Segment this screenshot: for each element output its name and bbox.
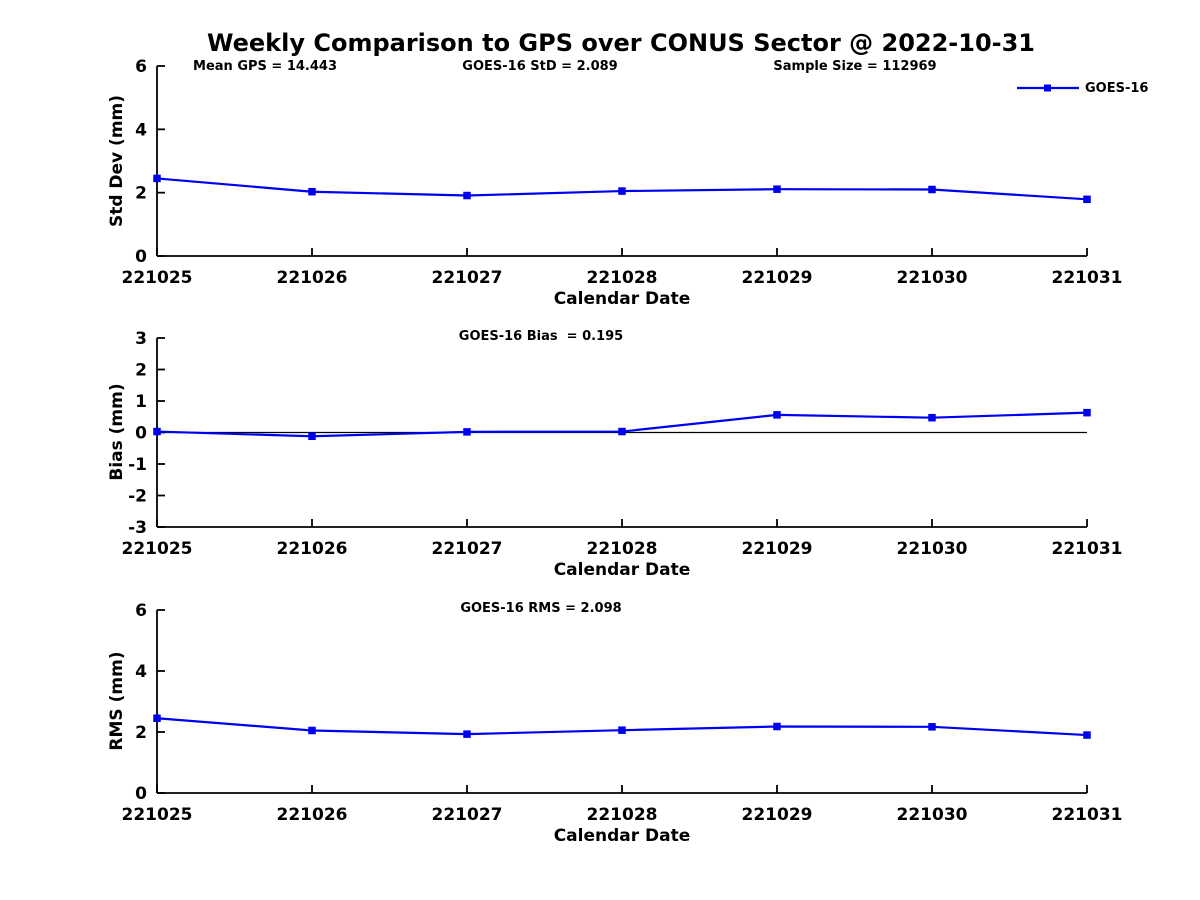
- subplot-rms: 0 2 4 6 221025 221026 221027 221028 221029 221030…: [122, 601, 1123, 825]
- x-tick-label: 221029: [742, 268, 813, 288]
- y-tick-label: 0: [135, 247, 147, 267]
- x-tick-label: 221029: [742, 805, 813, 825]
- data-point-marker: [153, 427, 161, 436]
- y-tick-label: 2: [135, 723, 147, 743]
- x-tick-label: 221026: [277, 268, 348, 288]
- x-tick-label: 221025: [122, 805, 193, 825]
- annotation-bias: GOES-16 Bias = 0.195: [458, 329, 624, 344]
- x-tick-label: 221031: [1052, 268, 1123, 288]
- data-point-marker: [308, 187, 316, 196]
- data-point-marker: [1083, 195, 1091, 204]
- y-tick-label: 2: [135, 184, 147, 204]
- data-point-marker: [153, 714, 161, 723]
- annotation-rms: GOES-16 RMS = 2.098: [460, 601, 622, 616]
- data-point-marker: [928, 413, 936, 422]
- x-tick-label: 221026: [277, 805, 348, 825]
- y-tick-label: 2: [135, 361, 147, 381]
- x-tick-label: 221025: [122, 268, 193, 288]
- data-point-marker: [618, 187, 626, 195]
- data-point-marker: [463, 428, 471, 436]
- y-tick-label: 6: [135, 601, 147, 621]
- data-point-marker: [928, 723, 936, 731]
- legend-line-marker-icon: [1017, 84, 1079, 92]
- xlabel-rms: Calendar Date: [553, 826, 691, 846]
- y-tick-label: -1: [128, 455, 147, 475]
- data-point-marker: [153, 174, 161, 183]
- x-tick-label: 221026: [277, 539, 348, 559]
- data-point-marker: [1083, 731, 1091, 739]
- x-tick-label: 221030: [897, 539, 968, 559]
- y-tick-label: -3: [128, 518, 147, 538]
- x-tick-label: 221031: [1052, 539, 1123, 559]
- data-point-marker: [463, 191, 471, 200]
- x-tick-label: 221031: [1052, 805, 1123, 825]
- y-tick-label: 4: [135, 120, 147, 140]
- y-tick-label: 0: [135, 424, 147, 444]
- ylabel-std-dev: Std Dev (mm): [107, 94, 127, 228]
- data-point-marker: [308, 726, 316, 735]
- x-tick-label: 221030: [897, 268, 968, 288]
- ylabel-bias: Bias (mm): [107, 383, 127, 481]
- x-tick-label: 221025: [122, 539, 193, 559]
- x-tick-label: 221028: [587, 805, 658, 825]
- stat-goes16-std: GOES-16 StD = 2.089: [462, 59, 618, 74]
- stat-mean-gps: Mean GPS = 14.443: [193, 59, 337, 74]
- y-tick-label: -2: [128, 487, 147, 507]
- ylabel-rms: RMS (mm): [107, 651, 127, 751]
- xlabel-bias: Calendar Date: [553, 560, 691, 580]
- data-point-marker: [618, 726, 626, 734]
- data-point-marker: [928, 185, 936, 194]
- data-point-marker: [308, 432, 316, 441]
- y-tick-label: 4: [135, 662, 147, 682]
- y-tick-label: 3: [135, 329, 147, 349]
- x-tick-label: 221028: [587, 268, 658, 288]
- data-point-marker: [1083, 408, 1091, 417]
- data-point-marker: [773, 411, 781, 419]
- legend: GOES-16: [1016, 80, 1148, 96]
- figure-title: Weekly Comparison to GPS over CONUS Sect…: [206, 29, 1036, 57]
- subplot-std_dev: 0 2 4 6 221025 221026 221027 221028 221029 221030…: [122, 57, 1123, 288]
- y-tick-label: 0: [135, 784, 147, 804]
- data-point-marker: [618, 427, 626, 436]
- xlabel-std-dev: Calendar Date: [553, 289, 691, 309]
- x-tick-label: 221028: [587, 539, 658, 559]
- x-tick-label: 221027: [432, 539, 503, 559]
- stat-sample-size: Sample Size = 112969: [773, 59, 937, 74]
- data-point-marker: [773, 185, 781, 193]
- x-tick-label: 221027: [432, 268, 503, 288]
- data-point-marker: [773, 722, 781, 731]
- x-tick-label: 221029: [742, 539, 813, 559]
- x-tick-label: 221030: [897, 805, 968, 825]
- legend-label: GOES-16: [1085, 80, 1149, 96]
- y-tick-label: 1: [135, 392, 147, 412]
- data-point-marker: [463, 730, 471, 738]
- x-tick-label: 221027: [432, 805, 503, 825]
- y-tick-label: 6: [135, 57, 147, 77]
